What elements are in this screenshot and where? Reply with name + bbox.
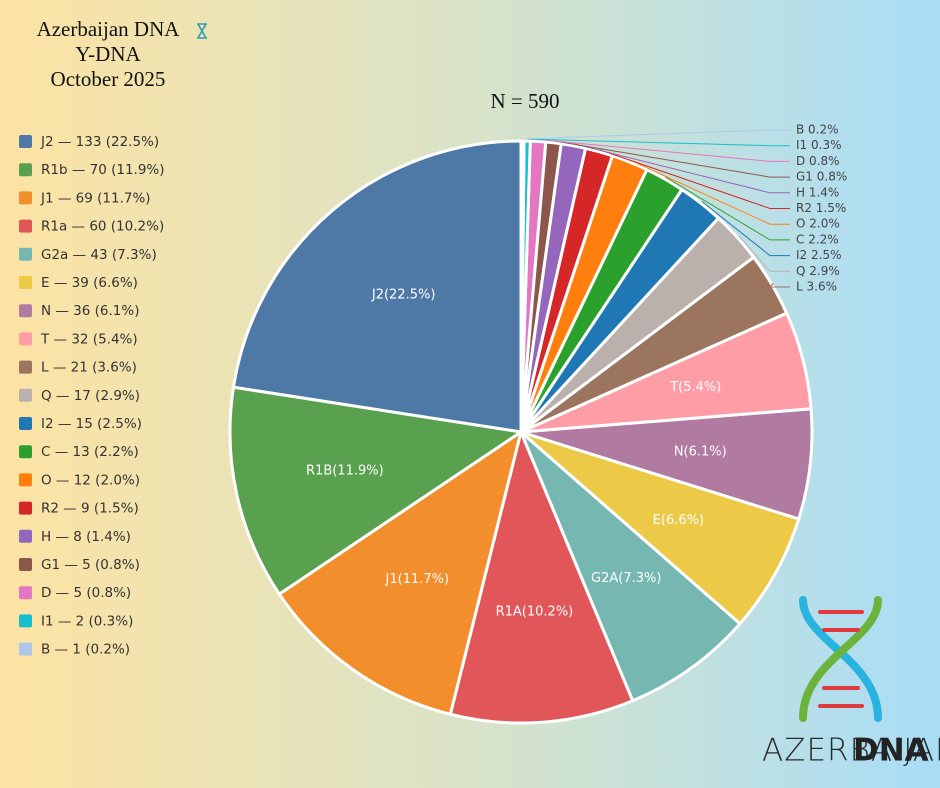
slice-label: J2(22.5%) (371, 287, 436, 302)
legend-label: R2 — 9 (1.5%) (41, 501, 139, 517)
leader-line (665, 176, 790, 241)
legend-label: I1 — 2 (0.3%) (41, 613, 133, 629)
legend-swatch (19, 417, 32, 430)
callout-label: H 1.4% (796, 185, 839, 199)
legend-swatch (19, 501, 32, 515)
legend-label: O — 12 (2.0%) (41, 472, 140, 488)
callout-label: R2 1.5% (796, 201, 846, 215)
pie-slice (520, 430, 801, 626)
logo-helix (799, 596, 882, 722)
leader-line (599, 149, 790, 209)
legend-label: C — 13 (2.2%) (41, 444, 139, 460)
legend-label: R1b — 70 (11.9%) (41, 162, 165, 178)
callout-label: Q 2.9% (796, 264, 840, 278)
logo-word: AZERBAIJAN (762, 733, 940, 769)
callout-label: L 3.6% (796, 280, 837, 294)
legend-swatch (19, 276, 32, 289)
leader-line (573, 143, 790, 194)
legend-swatch (19, 473, 32, 487)
legend-label: R1a — 60 (10.2%) (41, 219, 164, 235)
legend-label: B — 1 (0.2%) (41, 642, 130, 658)
leader-line (768, 282, 790, 288)
slice-label: G2A(7.3%) (591, 571, 661, 586)
legend-label: G1 — 5 (0.8%) (41, 557, 140, 573)
slice-label: E(6.6%) (653, 513, 704, 528)
pie (228, 129, 814, 725)
slice-label: J1(11.7%) (385, 572, 450, 587)
legend-label: J1 — 69 (11.7%) (40, 190, 151, 206)
leader-line (522, 129, 790, 140)
legend-swatch (19, 445, 32, 459)
callout-label: C 2.2% (796, 232, 839, 246)
pie-slice (448, 427, 635, 725)
legend-label: I2 — 15 (2.5%) (41, 416, 142, 432)
pie-slice (519, 430, 743, 703)
legend-swatch (19, 163, 32, 177)
legend-swatch (19, 304, 32, 318)
leader-line (553, 140, 790, 178)
legend-swatch (19, 332, 32, 346)
legend-label: L — 21 (3.6%) (41, 360, 137, 376)
legend-label: T — 32 (5.4%) (40, 331, 138, 347)
leader-line (527, 138, 790, 147)
legend-label: G2a — 43 (7.3%) (41, 247, 157, 263)
pie-slice (228, 385, 526, 597)
callout-label: I1 0.3% (796, 138, 841, 152)
leader-line (630, 159, 790, 225)
legend-label: H — 8 (1.4%) (41, 529, 131, 545)
slice-label: R1B(11.9%) (306, 464, 384, 479)
legend-swatch (19, 191, 32, 205)
legend-label: J2 — 133 (22.5%) (40, 134, 159, 150)
legend-swatch (19, 219, 32, 233)
legend-swatch (19, 529, 32, 543)
legend-swatch (19, 135, 32, 148)
legend-swatch (19, 247, 32, 261)
pie-slice (231, 139, 523, 434)
logo-word: DNA (853, 733, 929, 769)
chart-date: October 2025 (51, 67, 166, 91)
legend-label: E — 39 (6.6%) (41, 275, 138, 291)
dna-icon (197, 23, 207, 39)
leader-line (701, 201, 790, 257)
n-label: N = 590 (490, 89, 559, 113)
leader-line (538, 139, 790, 162)
legend-swatch (19, 586, 32, 600)
slice-label: R1A(10.2%) (496, 604, 574, 619)
legend-label: Q — 17 (2.9%) (41, 388, 140, 404)
slice-label: T(5.4%) (669, 380, 721, 395)
callout-label: O 2.0% (796, 217, 840, 231)
legend-swatch (19, 642, 32, 656)
callout-label: B 0.2% (796, 123, 839, 137)
slice-label: N(6.1%) (674, 445, 727, 460)
legend-label: D — 5 (0.8%) (41, 585, 131, 601)
leader-line (738, 235, 790, 272)
legend-swatch (19, 558, 32, 571)
callout-label: G1 0.8% (796, 170, 847, 184)
legend-label: N — 36 (6.1%) (41, 303, 139, 319)
legend-swatch (19, 614, 32, 628)
pie-slice (519, 139, 526, 433)
chart-title: Azerbaijan DNA (37, 17, 181, 41)
chart-subtitle: Y-DNA (75, 42, 141, 66)
legend-swatch (19, 360, 32, 374)
legend-swatch (19, 388, 32, 402)
callout-label: I2 2.5% (796, 248, 841, 262)
callout-label: D 0.8% (796, 154, 840, 168)
pie-slice (277, 428, 524, 717)
